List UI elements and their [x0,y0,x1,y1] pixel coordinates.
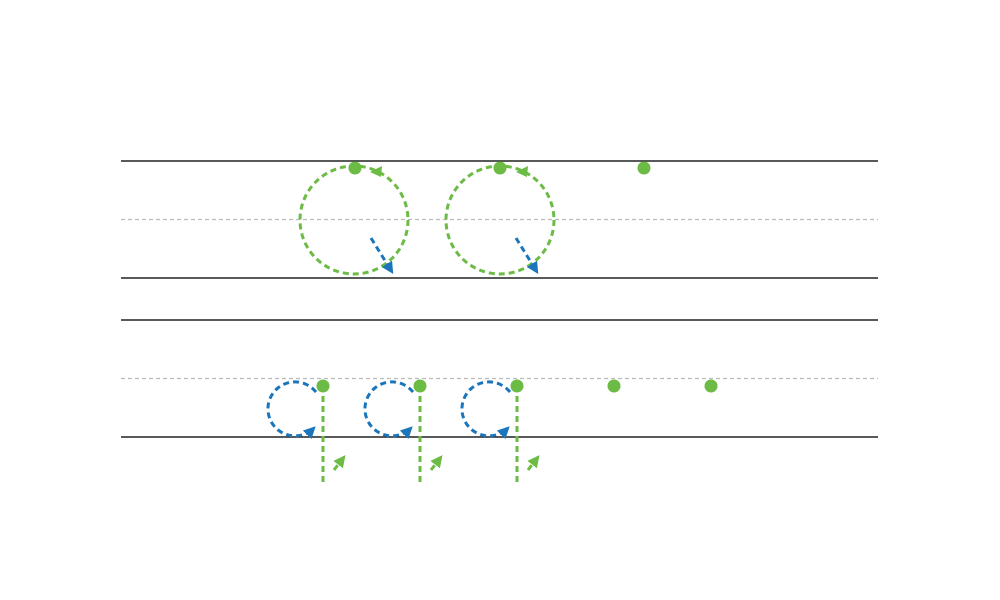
lowercase-q-1 [266,379,346,482]
uppercase-q-2 [444,161,556,276]
start-dot [704,379,718,393]
lowercase-q-3 [460,379,540,482]
lowercase-q-2 [363,379,443,482]
start-dot [637,161,651,175]
uppercase-q-1 [298,161,410,276]
guide-lines [121,160,878,438]
start-dot [607,379,621,393]
